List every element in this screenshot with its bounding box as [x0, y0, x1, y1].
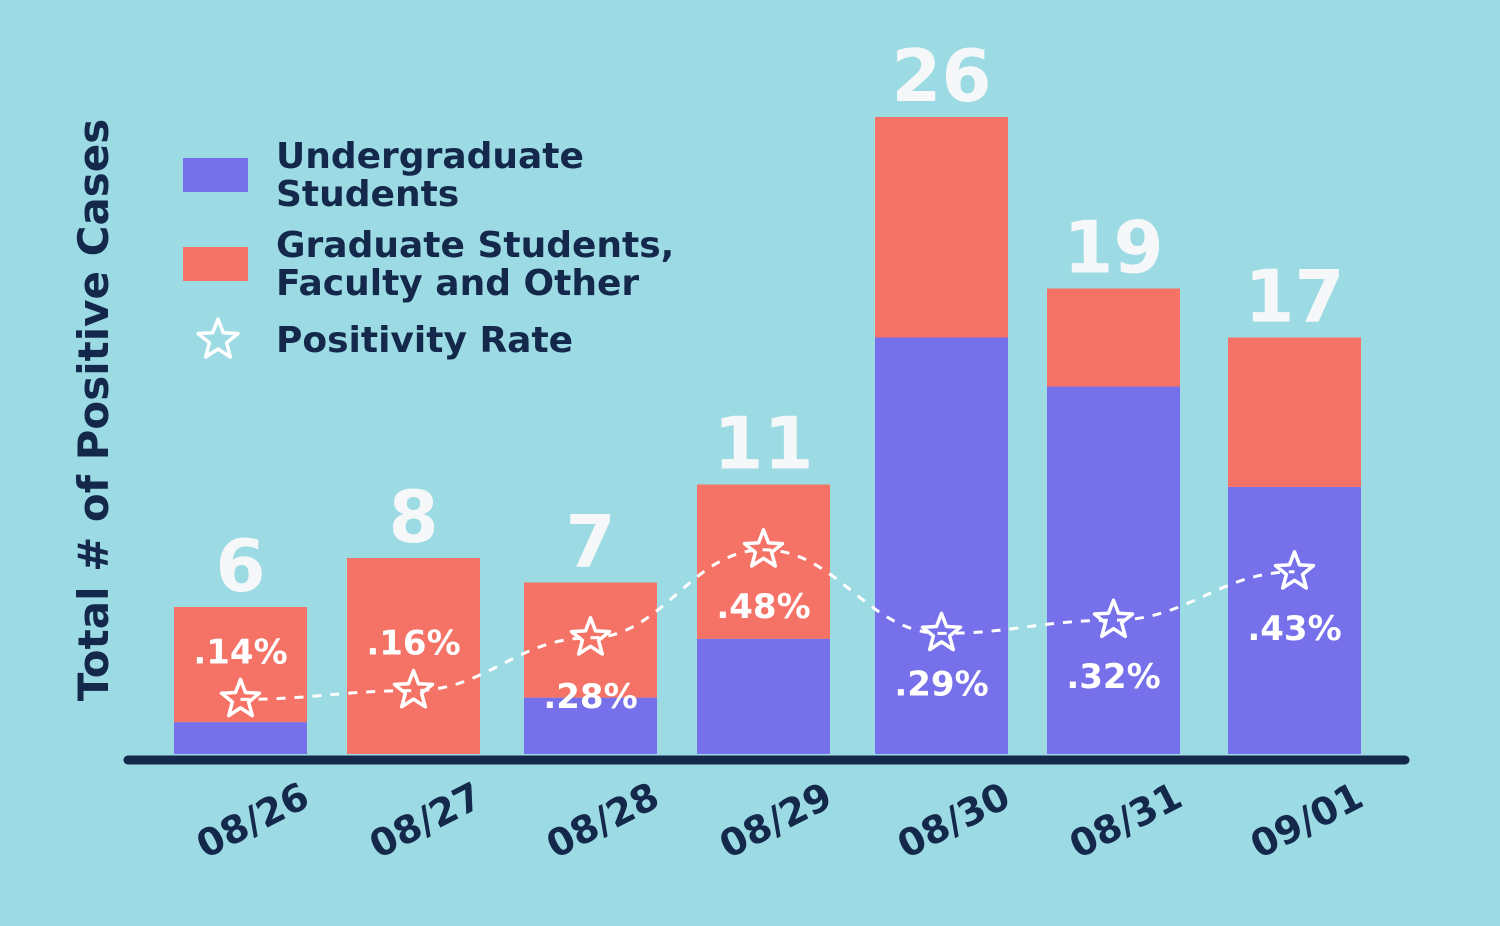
positivity-rate-point [1273, 550, 1316, 590]
bar-graduate [174, 607, 307, 723]
bar-graduate [347, 558, 480, 754]
positivity-rate-point [920, 611, 963, 652]
bars-group [174, 117, 1361, 754]
bar-graduate [1047, 288, 1180, 387]
bar-undergraduate [697, 638, 830, 754]
bar-undergraduate [875, 337, 1008, 754]
positivity-rate-label: .32% [1066, 657, 1160, 697]
bar-total-label: 11 [713, 402, 813, 486]
bar-undergraduate [1047, 386, 1180, 754]
legend-rate-label: Positivity Rate [276, 320, 573, 361]
bar-undergraduate [1228, 486, 1361, 754]
bar-total-label: 17 [1244, 255, 1344, 339]
legend-swatch-undergraduate [183, 158, 248, 192]
bar-total-label: 26 [891, 34, 991, 118]
positivity-rate-label: .28% [543, 677, 637, 717]
positivity-rate-line [240, 548, 1295, 701]
bar-graduate [524, 582, 657, 698]
total-labels-group: 6 8 7 11 26 19 17 [215, 34, 1344, 608]
bar-total-label: 6 [215, 524, 265, 608]
legend-undergrad-line2: Students [276, 174, 459, 215]
y-axis-label: Total # of Positive Cases [69, 119, 118, 702]
positivity-rate-group: .14% .16% .28% .48% .29% .32% .43% [193, 528, 1342, 718]
bar-total-label: 19 [1063, 206, 1163, 290]
bar-graduate [875, 117, 1008, 338]
positivity-rate-label: .14% [193, 632, 287, 672]
legend: Undergraduate Students Graduate Students… [183, 136, 674, 361]
positivity-rate-label: .43% [1247, 609, 1341, 649]
positivity-rate-point [219, 677, 262, 718]
bar-graduate [1228, 337, 1361, 487]
positivity-rate-point [392, 668, 435, 709]
positivity-rate-label: .48% [716, 587, 810, 627]
legend-grad-line2: Faculty and Other [276, 263, 639, 304]
star-outline-icon [196, 317, 240, 359]
bar-undergraduate [524, 697, 657, 754]
positivity-rate-point [1092, 598, 1135, 639]
positivity-rate-label: .29% [894, 664, 988, 704]
bar-total-label: 7 [565, 500, 615, 584]
legend-undergrad-line1: Undergraduate [276, 136, 584, 177]
legend-swatch-graduate [183, 247, 248, 281]
legend-grad-line1: Graduate Students, [276, 225, 674, 266]
bar-undergraduate [174, 722, 307, 754]
bar-total-label: 8 [388, 475, 438, 559]
positivity-rate-point [742, 528, 785, 568]
positivity-rate-label: .16% [366, 624, 460, 664]
positivity-rate-point [569, 616, 612, 656]
